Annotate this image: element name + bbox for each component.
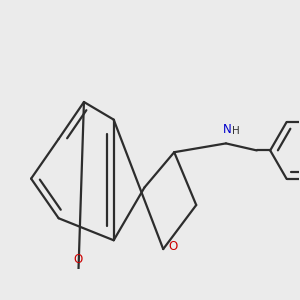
Text: O: O	[74, 253, 83, 266]
Text: N: N	[223, 123, 232, 136]
Text: H: H	[232, 126, 240, 136]
Text: O: O	[169, 240, 178, 253]
